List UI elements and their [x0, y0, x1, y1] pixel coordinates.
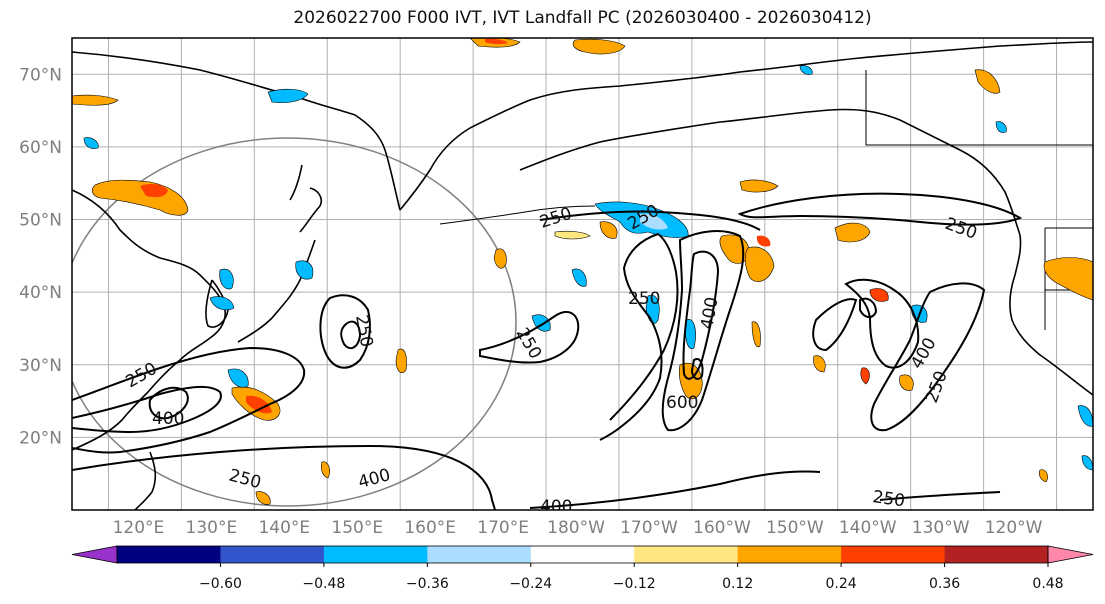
ivt-positive-fills [72, 38, 1093, 505]
colorbar-tick-label: −0.36 [406, 576, 449, 592]
colorbar-tick-label: −0.60 [199, 576, 242, 592]
longitude-label: 160°E [404, 518, 456, 538]
colorbar-segment [220, 546, 325, 563]
longitude-label: 120°W [985, 518, 1043, 538]
colorbar-segment [530, 546, 635, 563]
contour-label: 400 [152, 409, 184, 429]
longitude-label: 150°W [766, 518, 824, 538]
colorbar-tick-label: 0.12 [722, 576, 753, 592]
latitude-label: 40°N [19, 283, 62, 303]
landfall-radius-circle [72, 137, 517, 507]
contour-label: 400 [540, 497, 572, 517]
ivt-contours [72, 192, 1023, 510]
colorbar-tick-label: −0.12 [613, 576, 656, 592]
colorbar-tick-label: 0.24 [826, 576, 857, 592]
longitude-label: 140°W [839, 518, 897, 538]
map-title: 2026022700 F000 IVT, IVT Landfall PC (20… [293, 8, 872, 28]
longitude-label: 130°W [912, 518, 970, 538]
latitude-labels: 20°N 30°N 40°N 50°N 60°N 70°N [19, 65, 62, 448]
longitude-labels: 120°E 130°E 140°E 150°E 160°E 170°E 180°W 170°W… [113, 518, 1043, 538]
colorbar-frame [116, 545, 1049, 564]
colorbar-tick-label: −0.48 [302, 576, 345, 592]
ivt-negative-fills [83, 65, 1093, 471]
colorbar-segment [737, 546, 842, 563]
latitude-label: 50°N [19, 211, 62, 231]
longitude-label: 150°E [331, 518, 383, 538]
colorbar-segment [323, 546, 428, 563]
longitude-label: 160°W [693, 518, 751, 538]
longitude-label: 120°E [113, 518, 165, 538]
colorbar-segment [427, 546, 532, 563]
colorbar [71, 545, 1094, 564]
colorbar-segment [944, 546, 1049, 563]
latitude-label: 60°N [19, 138, 62, 158]
colorbar-extend-max [1047, 545, 1094, 564]
colorbar-tick-label: 0.36 [929, 576, 960, 592]
contour-label: 250 [628, 289, 660, 309]
latitude-label: 30°N [19, 356, 62, 376]
colorbar-segment [634, 546, 739, 563]
contour-label: 600 [666, 393, 698, 413]
map-frame [71, 37, 1094, 511]
colorbar-segment [841, 546, 946, 563]
colorbar-ticks: −0.60 −0.48 −0.36 −0.24 −0.12 0.12 0.24 0.36 0.4… [199, 563, 1064, 592]
colorbar-tick-label: −0.24 [509, 576, 552, 592]
longitude-label: 170°E [477, 518, 529, 538]
longitude-label: 130°E [186, 518, 238, 538]
contour-label: 250 [871, 487, 906, 511]
coastlines [72, 41, 1093, 510]
colorbar-extend-min [71, 545, 118, 564]
latitude-label: 20°N [19, 428, 62, 448]
latitude-label: 70°N [19, 65, 62, 85]
colorbar-segment [117, 546, 221, 563]
colorbar-tick-label: 0.48 [1032, 576, 1063, 592]
longitude-label: 170°W [620, 518, 678, 538]
longitude-label: 140°E [258, 518, 310, 538]
longitude-label: 180°W [547, 518, 605, 538]
